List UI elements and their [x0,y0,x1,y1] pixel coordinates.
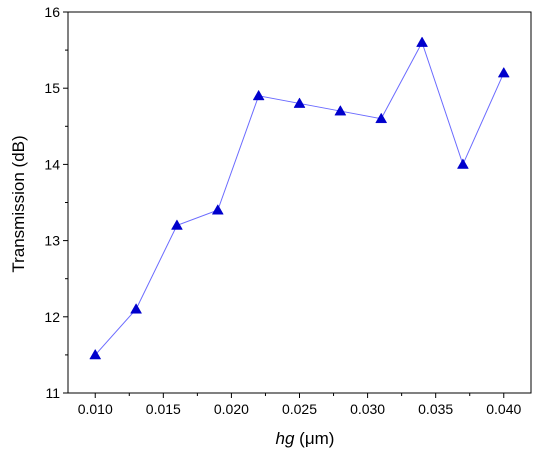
x-tick-label: 0.025 [282,401,317,417]
series-group [89,36,510,360]
x-axis-title-variable: hg [276,429,295,448]
plot-frame-group [67,11,532,394]
x-tick-label: 0.030 [350,401,385,417]
data-point-marker [456,158,469,169]
data-point-marker [375,112,388,124]
x-tick-label: 0.035 [418,401,453,417]
data-point-marker [252,89,265,101]
x-tick-label: 0.040 [486,401,521,417]
x-axis-title-unit: (μm) [294,429,334,448]
plot-area-border [67,11,532,394]
data-point-marker [211,204,224,215]
y-tick-label: 12 [44,309,60,325]
x-tick-label: 0.020 [214,401,249,417]
x-tick-label: 0.015 [146,401,181,417]
y-axis-title: Transmission (dB) [9,135,28,272]
series-line [94,41,505,356]
data-point-marker [497,66,510,78]
y-tick-label: 15 [44,80,60,96]
data-point-marker [89,348,102,360]
y-tick-label: 14 [44,156,60,172]
y-tick-label: 13 [44,233,60,249]
axis-ticks-group: 0.010 0.015 0.020 0.025 0.030 0.035 0.040 11 12 1… [44,4,521,417]
data-point-marker [130,303,143,314]
y-tick-label: 11 [45,385,60,401]
y-tick-label: 16 [44,4,60,20]
data-point-marker [334,105,347,116]
data-point-marker [416,36,428,47]
data-point-marker [171,219,183,230]
data-point-marker [293,97,306,108]
x-tick-label: 0.010 [78,401,113,417]
x-axis-title: hg (μm) [276,429,335,448]
